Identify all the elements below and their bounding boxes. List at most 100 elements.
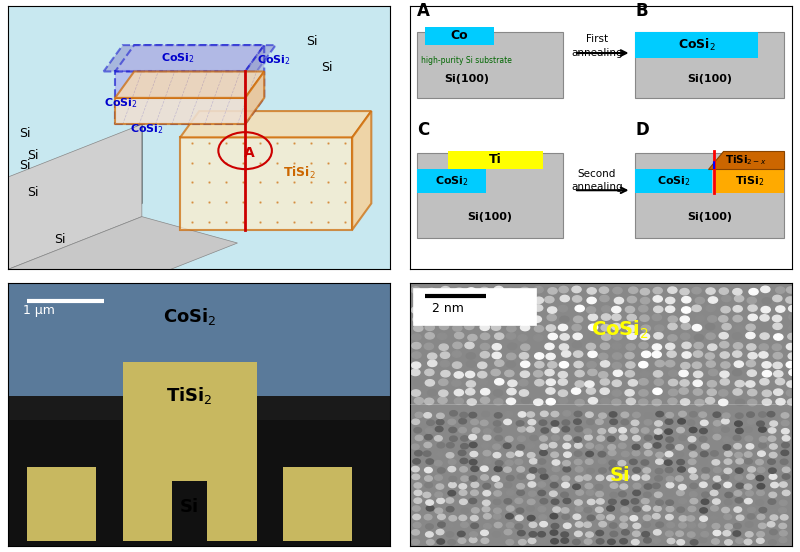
Circle shape (690, 474, 698, 480)
Circle shape (461, 436, 468, 441)
Circle shape (757, 484, 765, 489)
Circle shape (483, 491, 490, 496)
Circle shape (546, 353, 555, 359)
Circle shape (458, 427, 466, 433)
FancyBboxPatch shape (122, 480, 173, 541)
Circle shape (574, 316, 582, 322)
Circle shape (575, 400, 584, 406)
Circle shape (762, 370, 771, 377)
Circle shape (598, 413, 606, 418)
Circle shape (448, 466, 456, 472)
Circle shape (563, 523, 571, 528)
Circle shape (722, 418, 729, 424)
Circle shape (746, 360, 755, 367)
Circle shape (734, 295, 744, 302)
Circle shape (706, 305, 715, 311)
Circle shape (677, 540, 685, 545)
Circle shape (745, 436, 753, 441)
Circle shape (426, 532, 434, 537)
Circle shape (699, 537, 706, 543)
Circle shape (550, 530, 558, 535)
Circle shape (541, 411, 548, 416)
Circle shape (773, 323, 782, 330)
Circle shape (733, 531, 741, 536)
Circle shape (749, 289, 758, 295)
Circle shape (483, 429, 491, 434)
Circle shape (680, 380, 689, 386)
Circle shape (558, 379, 567, 385)
Circle shape (679, 435, 686, 440)
Circle shape (608, 450, 616, 455)
Text: Second: Second (578, 169, 616, 179)
Circle shape (481, 475, 488, 480)
Circle shape (452, 351, 462, 357)
Circle shape (769, 540, 776, 545)
Circle shape (724, 482, 731, 487)
FancyBboxPatch shape (635, 32, 784, 98)
Circle shape (448, 540, 455, 545)
Circle shape (714, 421, 721, 426)
Circle shape (526, 506, 534, 511)
Circle shape (656, 411, 663, 417)
Circle shape (770, 444, 778, 449)
Circle shape (541, 428, 549, 433)
Circle shape (639, 342, 648, 349)
Circle shape (598, 353, 608, 359)
Circle shape (437, 413, 444, 418)
Circle shape (629, 287, 638, 294)
Circle shape (530, 436, 538, 440)
Circle shape (630, 516, 638, 521)
Circle shape (413, 506, 420, 511)
Circle shape (746, 324, 755, 331)
Circle shape (505, 411, 513, 417)
Circle shape (466, 288, 476, 294)
Circle shape (666, 514, 674, 520)
Circle shape (746, 474, 754, 479)
Circle shape (776, 399, 785, 405)
Circle shape (762, 362, 771, 368)
Circle shape (515, 498, 522, 503)
Circle shape (575, 522, 583, 527)
Circle shape (688, 506, 696, 512)
Circle shape (612, 306, 621, 313)
Circle shape (774, 334, 783, 340)
Circle shape (735, 428, 743, 433)
Circle shape (677, 507, 685, 512)
Circle shape (438, 306, 447, 312)
Circle shape (518, 335, 527, 341)
Circle shape (665, 452, 673, 457)
Circle shape (460, 412, 467, 418)
Circle shape (633, 523, 641, 529)
Circle shape (482, 411, 490, 417)
Circle shape (694, 342, 703, 349)
Circle shape (641, 460, 649, 465)
Circle shape (575, 476, 583, 481)
Circle shape (762, 399, 771, 405)
Circle shape (781, 450, 789, 455)
Circle shape (469, 434, 477, 440)
Circle shape (471, 508, 479, 513)
Text: Si: Si (610, 465, 630, 485)
Text: Si: Si (180, 498, 199, 516)
Circle shape (773, 362, 782, 369)
Circle shape (414, 325, 423, 331)
Circle shape (518, 530, 525, 536)
Circle shape (446, 507, 454, 512)
Circle shape (595, 445, 603, 450)
Circle shape (759, 507, 766, 513)
Circle shape (609, 499, 616, 505)
Circle shape (426, 428, 433, 433)
Circle shape (666, 360, 674, 367)
Circle shape (654, 492, 662, 497)
Circle shape (506, 325, 516, 332)
Circle shape (769, 492, 777, 497)
Text: Co: Co (450, 29, 468, 43)
Circle shape (562, 482, 570, 488)
Circle shape (688, 459, 696, 464)
Circle shape (449, 482, 456, 487)
Circle shape (575, 370, 584, 377)
Text: Si: Si (19, 128, 31, 140)
Circle shape (612, 390, 622, 396)
Circle shape (654, 506, 662, 511)
Circle shape (425, 369, 434, 375)
